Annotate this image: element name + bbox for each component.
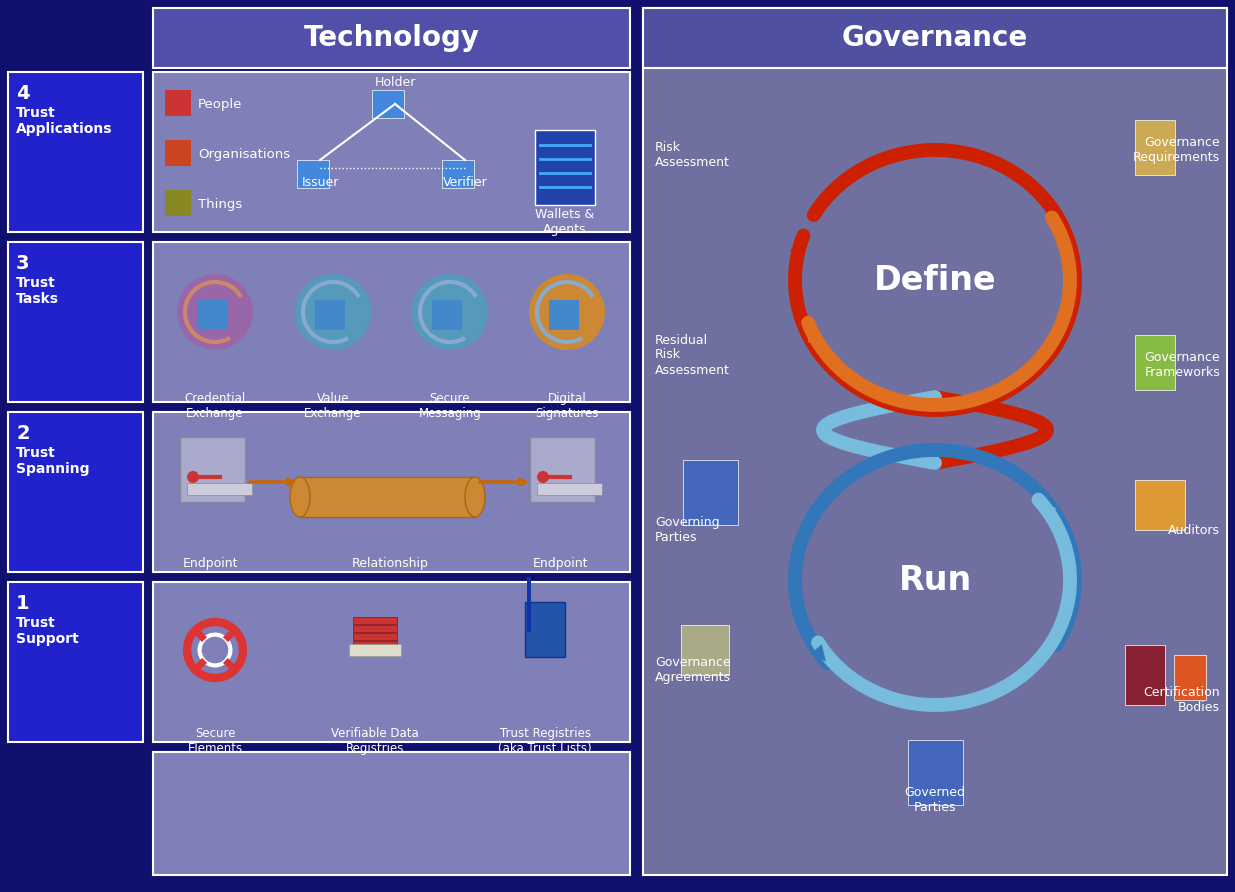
Text: Digital
Signatures: Digital Signatures bbox=[535, 392, 599, 420]
Bar bbox=[683, 460, 737, 525]
Text: Governance
Frameworks: Governance Frameworks bbox=[1145, 351, 1220, 379]
Circle shape bbox=[295, 274, 370, 350]
Text: Organisations: Organisations bbox=[198, 148, 290, 161]
Bar bbox=[442, 160, 474, 188]
Text: People: People bbox=[198, 98, 242, 111]
Text: Trust Registries
(aka Trust Lists): Trust Registries (aka Trust Lists) bbox=[498, 727, 592, 755]
Text: Trust
Support: Trust Support bbox=[16, 616, 79, 646]
Bar bbox=[165, 90, 191, 116]
Bar bbox=[198, 300, 227, 330]
Bar bbox=[296, 160, 329, 188]
Bar bbox=[1135, 335, 1174, 390]
Text: Endpoint: Endpoint bbox=[183, 557, 238, 570]
Ellipse shape bbox=[466, 477, 485, 517]
Text: Risk
Assessment: Risk Assessment bbox=[655, 141, 730, 169]
Bar bbox=[153, 242, 630, 402]
Bar bbox=[353, 625, 396, 632]
Text: Define: Define bbox=[873, 263, 997, 296]
Text: Verifiable Data
Registries: Verifiable Data Registries bbox=[331, 727, 419, 755]
Bar bbox=[7, 242, 143, 402]
Bar bbox=[153, 752, 630, 875]
Bar bbox=[680, 625, 729, 675]
Text: Credential
Exchange: Credential Exchange bbox=[184, 392, 246, 420]
Bar bbox=[153, 8, 630, 68]
Bar bbox=[643, 8, 1228, 875]
Bar bbox=[643, 8, 1228, 68]
Bar bbox=[908, 740, 962, 805]
Text: Endpoint: Endpoint bbox=[532, 557, 588, 570]
Text: 3: 3 bbox=[16, 254, 30, 273]
Bar bbox=[153, 582, 630, 742]
Bar bbox=[186, 483, 252, 495]
Text: Governed
Parties: Governed Parties bbox=[904, 786, 966, 814]
Bar bbox=[432, 300, 462, 330]
Bar bbox=[1135, 480, 1186, 530]
Bar bbox=[350, 644, 401, 656]
Text: 2: 2 bbox=[16, 424, 30, 443]
Bar bbox=[1135, 120, 1174, 175]
Bar bbox=[153, 412, 630, 572]
Bar bbox=[1174, 655, 1207, 700]
Bar bbox=[7, 72, 143, 232]
Text: Trust
Applications: Trust Applications bbox=[16, 106, 112, 136]
Text: Value
Exchange: Value Exchange bbox=[304, 392, 362, 420]
Bar bbox=[300, 477, 475, 517]
Bar bbox=[7, 412, 143, 572]
Circle shape bbox=[177, 274, 253, 350]
Text: Verifier: Verifier bbox=[442, 176, 488, 189]
Text: Certification
Bodies: Certification Bodies bbox=[1144, 686, 1220, 714]
Text: Governance: Governance bbox=[842, 24, 1028, 52]
Bar bbox=[1125, 645, 1165, 705]
Bar bbox=[353, 617, 396, 624]
Bar bbox=[353, 633, 396, 640]
Bar bbox=[180, 437, 245, 502]
Bar bbox=[315, 300, 345, 330]
Text: Issuer: Issuer bbox=[301, 176, 338, 189]
Circle shape bbox=[537, 471, 550, 483]
Text: Trust
Tasks: Trust Tasks bbox=[16, 276, 59, 306]
Text: Holder: Holder bbox=[374, 76, 416, 89]
Text: Relationship: Relationship bbox=[352, 557, 429, 570]
Text: Technology: Technology bbox=[304, 24, 479, 52]
Text: Secure
Messaging: Secure Messaging bbox=[419, 392, 482, 420]
Bar bbox=[535, 130, 595, 205]
Bar bbox=[537, 483, 601, 495]
Circle shape bbox=[529, 274, 605, 350]
Text: Governance
Agreements: Governance Agreements bbox=[655, 656, 731, 684]
Text: Wallets &
Agents: Wallets & Agents bbox=[536, 208, 594, 236]
Bar bbox=[165, 190, 191, 216]
Bar bbox=[550, 300, 579, 330]
Text: Trust
Spanning: Trust Spanning bbox=[16, 446, 89, 476]
Text: Things: Things bbox=[198, 198, 242, 211]
Ellipse shape bbox=[290, 477, 310, 517]
Bar bbox=[372, 90, 404, 118]
Circle shape bbox=[412, 274, 488, 350]
Text: Governing
Parties: Governing Parties bbox=[655, 516, 720, 544]
Bar bbox=[530, 437, 595, 502]
Bar bbox=[527, 577, 531, 632]
Text: Residual
Risk
Assessment: Residual Risk Assessment bbox=[655, 334, 730, 376]
Text: Auditors: Auditors bbox=[1168, 524, 1220, 536]
Bar bbox=[7, 582, 143, 742]
Text: 4: 4 bbox=[16, 84, 30, 103]
Bar bbox=[353, 641, 396, 648]
Bar bbox=[153, 72, 630, 232]
Bar bbox=[525, 602, 564, 657]
Bar bbox=[165, 140, 191, 166]
Text: Run: Run bbox=[898, 564, 972, 597]
Text: 1: 1 bbox=[16, 594, 30, 613]
Text: Governance
Requirements: Governance Requirements bbox=[1132, 136, 1220, 164]
Circle shape bbox=[186, 471, 199, 483]
Text: Secure
Elements: Secure Elements bbox=[188, 727, 242, 755]
